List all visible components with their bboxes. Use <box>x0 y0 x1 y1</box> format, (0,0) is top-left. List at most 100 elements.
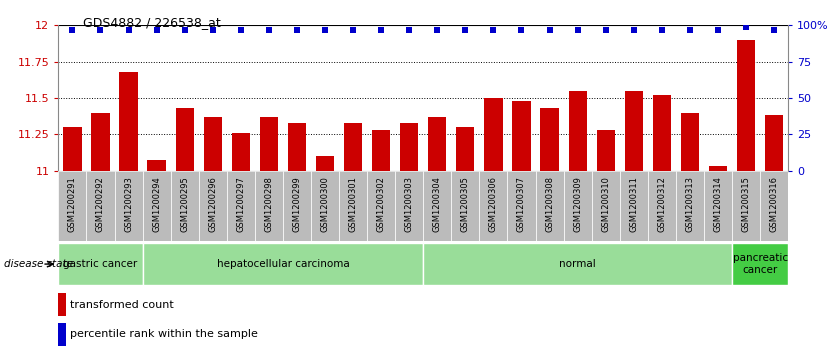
Bar <box>283 171 311 241</box>
Bar <box>58 323 66 346</box>
Point <box>66 27 79 33</box>
Point <box>767 27 781 33</box>
Point <box>599 27 612 33</box>
Text: GSM1200305: GSM1200305 <box>461 176 470 232</box>
Bar <box>648 171 676 241</box>
Bar <box>58 171 87 241</box>
Bar <box>681 113 699 171</box>
Point <box>206 27 219 33</box>
Bar <box>344 123 362 171</box>
Point <box>459 27 472 33</box>
Bar <box>367 171 395 241</box>
Bar <box>58 293 66 316</box>
Bar <box>704 171 732 241</box>
Text: GSM1200296: GSM1200296 <box>208 176 217 232</box>
Bar <box>569 91 587 171</box>
Bar <box>732 171 760 241</box>
Text: GSM1200313: GSM1200313 <box>686 176 695 232</box>
Text: GSM1200316: GSM1200316 <box>770 176 779 232</box>
Text: GSM1200306: GSM1200306 <box>489 176 498 232</box>
Text: normal: normal <box>560 259 596 269</box>
Text: GSM1200311: GSM1200311 <box>630 176 638 232</box>
Bar <box>232 133 250 171</box>
Bar <box>428 117 446 171</box>
Bar <box>456 127 475 171</box>
Bar <box>596 130 615 171</box>
Bar <box>395 171 423 241</box>
Bar <box>424 243 732 285</box>
Point <box>487 27 500 33</box>
Text: GSM1200293: GSM1200293 <box>124 176 133 232</box>
Text: GSM1200298: GSM1200298 <box>264 176 274 232</box>
Text: percentile rank within the sample: percentile rank within the sample <box>70 330 258 339</box>
Point <box>346 27 359 33</box>
Text: GSM1200303: GSM1200303 <box>404 176 414 232</box>
Point <box>740 24 753 30</box>
Text: GSM1200312: GSM1200312 <box>657 176 666 232</box>
Bar <box>451 171 480 241</box>
Bar <box>564 171 591 241</box>
Bar <box>143 171 171 241</box>
Point <box>515 27 528 33</box>
Point <box>683 27 696 33</box>
Bar <box>485 98 503 171</box>
Point <box>93 27 107 33</box>
Bar <box>255 171 283 241</box>
Bar <box>732 243 788 285</box>
Bar <box>198 171 227 241</box>
Text: GSM1200314: GSM1200314 <box>713 176 722 232</box>
Bar <box>372 130 390 171</box>
Point <box>543 27 556 33</box>
Bar <box>58 243 143 285</box>
Point <box>290 27 304 33</box>
Bar <box>87 171 114 241</box>
Text: transformed count: transformed count <box>70 300 173 310</box>
Bar <box>480 171 507 241</box>
Bar <box>119 72 138 171</box>
Text: GSM1200297: GSM1200297 <box>236 176 245 232</box>
Bar <box>311 171 339 241</box>
Text: disease state: disease state <box>4 259 73 269</box>
Text: GSM1200291: GSM1200291 <box>68 176 77 232</box>
Bar <box>676 171 704 241</box>
Bar <box>760 171 788 241</box>
Bar <box>259 117 278 171</box>
Point <box>711 27 725 33</box>
Bar <box>114 171 143 241</box>
Bar <box>620 171 648 241</box>
Bar <box>316 156 334 171</box>
Bar <box>591 171 620 241</box>
Text: GSM1200302: GSM1200302 <box>377 176 385 232</box>
Text: GSM1200310: GSM1200310 <box>601 176 610 232</box>
Bar <box>512 101 530 171</box>
Bar <box>737 40 755 171</box>
Bar <box>400 123 419 171</box>
Point <box>150 27 163 33</box>
Bar <box>424 171 451 241</box>
Point <box>571 27 585 33</box>
Bar <box>92 113 109 171</box>
Bar <box>176 108 193 171</box>
Text: GDS4882 / 226538_at: GDS4882 / 226538_at <box>83 16 221 29</box>
Point <box>122 27 135 33</box>
Point <box>627 27 641 33</box>
Text: GSM1200292: GSM1200292 <box>96 176 105 232</box>
Text: GSM1200294: GSM1200294 <box>152 176 161 232</box>
Point <box>319 27 332 33</box>
Text: GSM1200307: GSM1200307 <box>517 176 526 232</box>
Text: GSM1200300: GSM1200300 <box>320 176 329 232</box>
Text: hepatocellular carcinoma: hepatocellular carcinoma <box>217 259 349 269</box>
Text: GSM1200299: GSM1200299 <box>293 176 301 232</box>
Bar <box>507 171 535 241</box>
Bar <box>625 91 643 171</box>
Bar <box>709 166 727 171</box>
Point <box>374 27 388 33</box>
Bar <box>203 117 222 171</box>
Point <box>178 27 191 33</box>
Text: GSM1200315: GSM1200315 <box>741 176 751 232</box>
Bar <box>148 160 166 171</box>
Text: GSM1200308: GSM1200308 <box>545 176 554 232</box>
Point <box>430 27 444 33</box>
Text: pancreatic
cancer: pancreatic cancer <box>732 253 787 275</box>
Bar <box>227 171 255 241</box>
